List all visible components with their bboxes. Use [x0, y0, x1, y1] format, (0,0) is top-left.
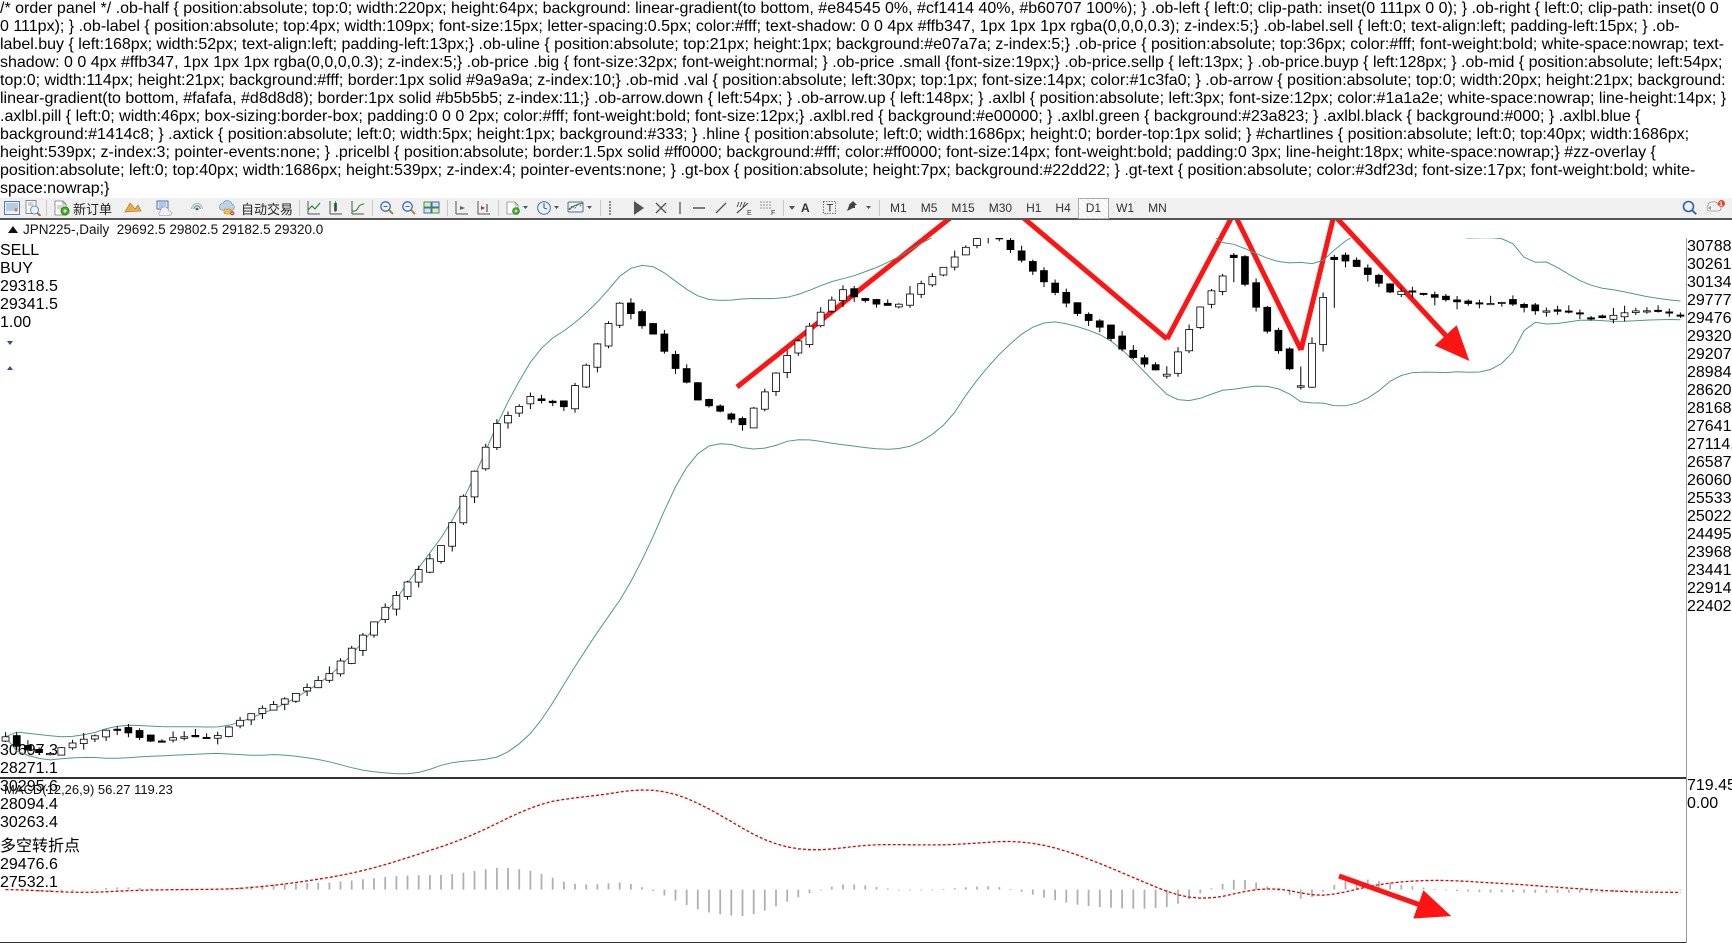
- svg-text:T: T: [827, 203, 834, 215]
- svg-text:1: 1: [1719, 201, 1723, 208]
- svg-text:E: E: [747, 210, 752, 216]
- svg-text:F: F: [771, 210, 775, 216]
- svg-text:A: A: [801, 201, 810, 215]
